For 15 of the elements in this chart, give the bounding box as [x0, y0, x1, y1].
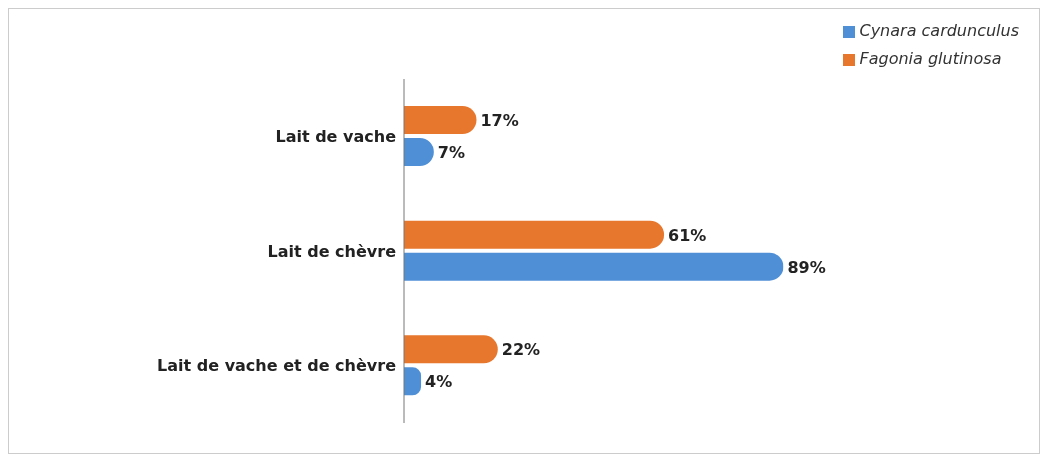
data-label: 22% [501, 340, 541, 360]
bar [404, 106, 477, 134]
y-tick-label: Lait de vache et de chèvre [157, 356, 397, 376]
y-tick-label: Lait de chèvre [267, 241, 397, 261]
data-label: 61% [668, 225, 707, 245]
bar [404, 252, 784, 281]
data-label: 89% [787, 257, 826, 277]
data-label: 17% [480, 111, 519, 130]
data-label: 7% [437, 143, 466, 162]
bar [404, 220, 665, 249]
data-label: 4% [425, 372, 453, 392]
y-tick-label: Lait de vache [275, 127, 397, 147]
legend-label: Cynara cardunculus [859, 21, 1019, 40]
legend-label: Fagonia glutinosa [859, 49, 1002, 68]
bar [404, 335, 498, 364]
